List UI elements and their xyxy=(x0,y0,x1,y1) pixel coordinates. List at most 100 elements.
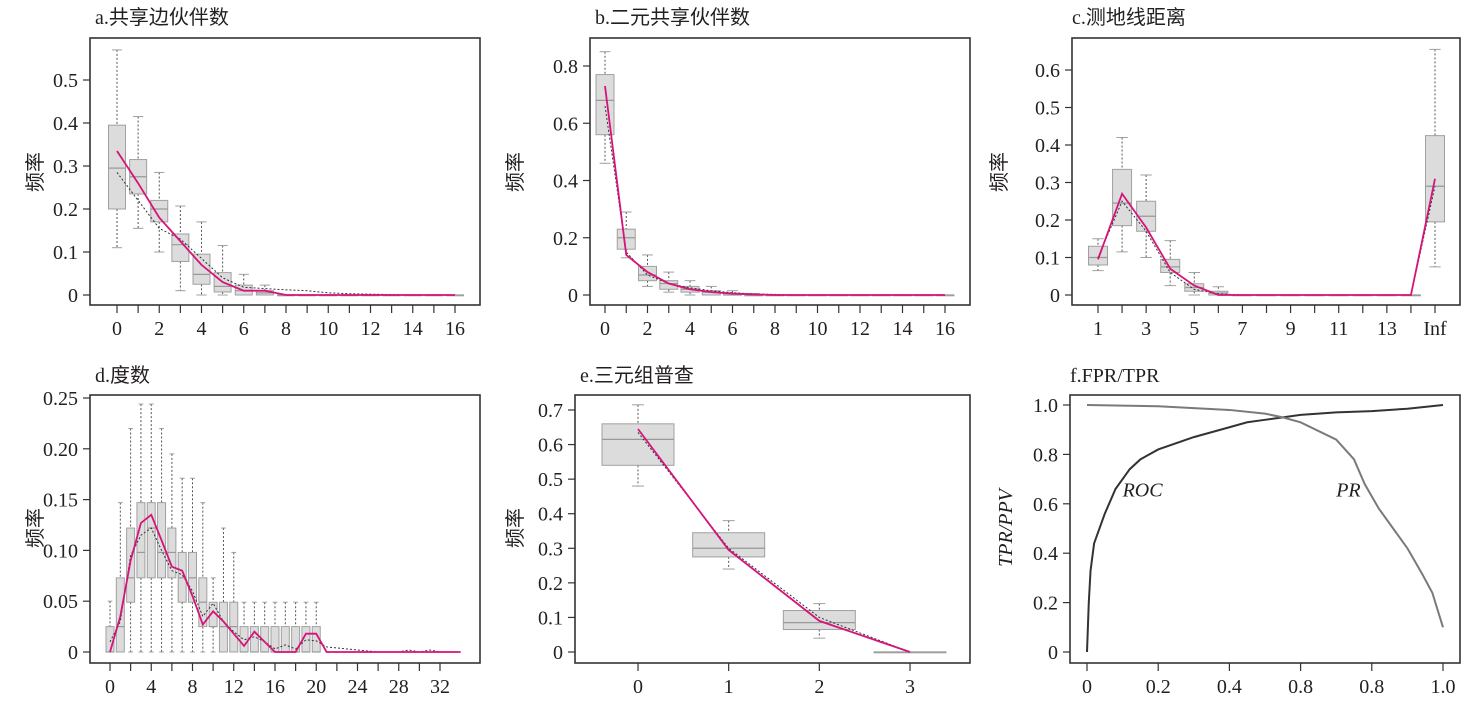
x-tick-label: 8 xyxy=(281,318,291,340)
x-tick-label: 3 xyxy=(1141,318,1151,340)
x-tick-label: 14 xyxy=(893,318,913,340)
y-tick-label: 0.7 xyxy=(538,400,563,422)
box xyxy=(213,245,232,296)
y-tick-label: 0.2 xyxy=(1033,593,1058,615)
box xyxy=(234,273,253,296)
box-body xyxy=(616,228,636,250)
plot-frame xyxy=(1069,394,1461,664)
box xyxy=(638,254,657,287)
box-body xyxy=(108,124,126,210)
box xyxy=(136,403,146,653)
box xyxy=(270,601,280,653)
y-axis-label: 频率 xyxy=(24,508,47,548)
x-tick-label: 13 xyxy=(1377,318,1397,340)
roc-label: ROC xyxy=(1122,479,1164,501)
box-body xyxy=(150,199,169,223)
observed-line xyxy=(604,85,945,296)
y-tick-label: 0.25 xyxy=(43,388,78,410)
box xyxy=(1160,240,1181,287)
box-body xyxy=(192,253,211,285)
y-axis-label: 频率 xyxy=(504,152,527,192)
panel-f: f.FPR/TPR TPR/PPV 0 0.2 0.4 0.6 0.8 1.0 0 0.2 0.4 0… xyxy=(995,365,1461,698)
y-tick-label: 0 xyxy=(68,642,78,664)
box xyxy=(177,477,187,653)
x-tick-label: 0 xyxy=(112,318,122,340)
y-tick-label: 0.4 xyxy=(1035,135,1060,157)
box xyxy=(188,477,197,653)
box xyxy=(1088,238,1108,272)
roc-curve xyxy=(1086,404,1444,653)
plot-frame xyxy=(89,394,481,664)
x-tick-label: 0.4 xyxy=(1217,676,1242,698)
box-body xyxy=(595,74,615,136)
panel-title: f.FPR/TPR xyxy=(1070,365,1160,387)
y-axis-label: TPR/PPV xyxy=(995,486,1017,567)
x-tick-label: 12 xyxy=(850,318,870,340)
y-tick-label: 0.6 xyxy=(1035,60,1060,82)
observed-line xyxy=(1097,178,1436,296)
y-tick-label: 0.3 xyxy=(538,538,563,560)
y-tick-label: 0.4 xyxy=(1033,543,1058,565)
pr-label: PR xyxy=(1335,479,1360,501)
box xyxy=(1136,174,1157,258)
observed-line xyxy=(116,150,455,296)
box xyxy=(126,427,136,653)
y-tick-label: 0.2 xyxy=(53,199,78,221)
y-tick-label: 0.05 xyxy=(43,591,78,613)
y-axis-label: 频率 xyxy=(24,152,47,192)
box-body xyxy=(1160,258,1181,273)
plot-frame xyxy=(89,37,481,306)
box-body xyxy=(692,532,766,558)
x-tick-label: 10 xyxy=(318,318,338,340)
box xyxy=(873,651,947,654)
box xyxy=(129,116,148,229)
y-tick-label: 0.5 xyxy=(538,469,563,491)
box-body xyxy=(146,502,156,579)
box-body xyxy=(280,626,290,653)
y-tick-label: 0.5 xyxy=(1035,98,1060,120)
y-tick-label: 0.2 xyxy=(553,228,578,250)
y-tick-label: 0.3 xyxy=(53,156,78,178)
x-tick-label: 16 xyxy=(265,676,285,698)
x-tick-label: 0 xyxy=(600,318,610,340)
y-tick-label: 0.1 xyxy=(538,607,563,629)
box xyxy=(692,520,766,570)
x-tick-label: 10 xyxy=(808,318,828,340)
x-tick-label: 0.8 xyxy=(1359,676,1384,698)
box xyxy=(311,601,321,653)
x-tick-label: 14 xyxy=(403,318,423,340)
y-tick-label: 0.2 xyxy=(538,573,563,595)
x-tick-label: 16 xyxy=(935,318,955,340)
y-axis-label: 频率 xyxy=(504,508,527,548)
box xyxy=(1184,272,1205,296)
x-tick-label: 0 xyxy=(105,676,115,698)
x-tick-label: Inf xyxy=(1423,318,1447,340)
y-tick-label: 0.4 xyxy=(553,171,578,193)
y-tick-label: 0.15 xyxy=(43,490,78,512)
y-tick-label: 0 xyxy=(1050,285,1060,307)
x-tick-label: 28 xyxy=(389,676,409,698)
x-tick-label: 4 xyxy=(146,676,156,698)
y-tick-label: 0.1 xyxy=(53,242,78,264)
y-tick-label: 0 xyxy=(568,285,578,307)
y-tick-label: 0 xyxy=(553,642,563,664)
x-tick-label: 12 xyxy=(361,318,381,340)
box xyxy=(167,453,177,653)
x-tick-label: 0 xyxy=(633,676,643,698)
box-body xyxy=(249,626,259,653)
box xyxy=(218,527,228,653)
box-body xyxy=(659,280,679,290)
box xyxy=(150,171,169,253)
x-tick-label: 4 xyxy=(685,318,695,340)
x-tick-label: 12 xyxy=(224,676,244,698)
box xyxy=(115,502,125,653)
box-body xyxy=(239,626,249,653)
box xyxy=(659,271,679,293)
observed-line xyxy=(109,513,461,653)
box xyxy=(146,403,156,653)
box xyxy=(260,601,270,653)
x-tick-label: 5 xyxy=(1189,318,1199,340)
